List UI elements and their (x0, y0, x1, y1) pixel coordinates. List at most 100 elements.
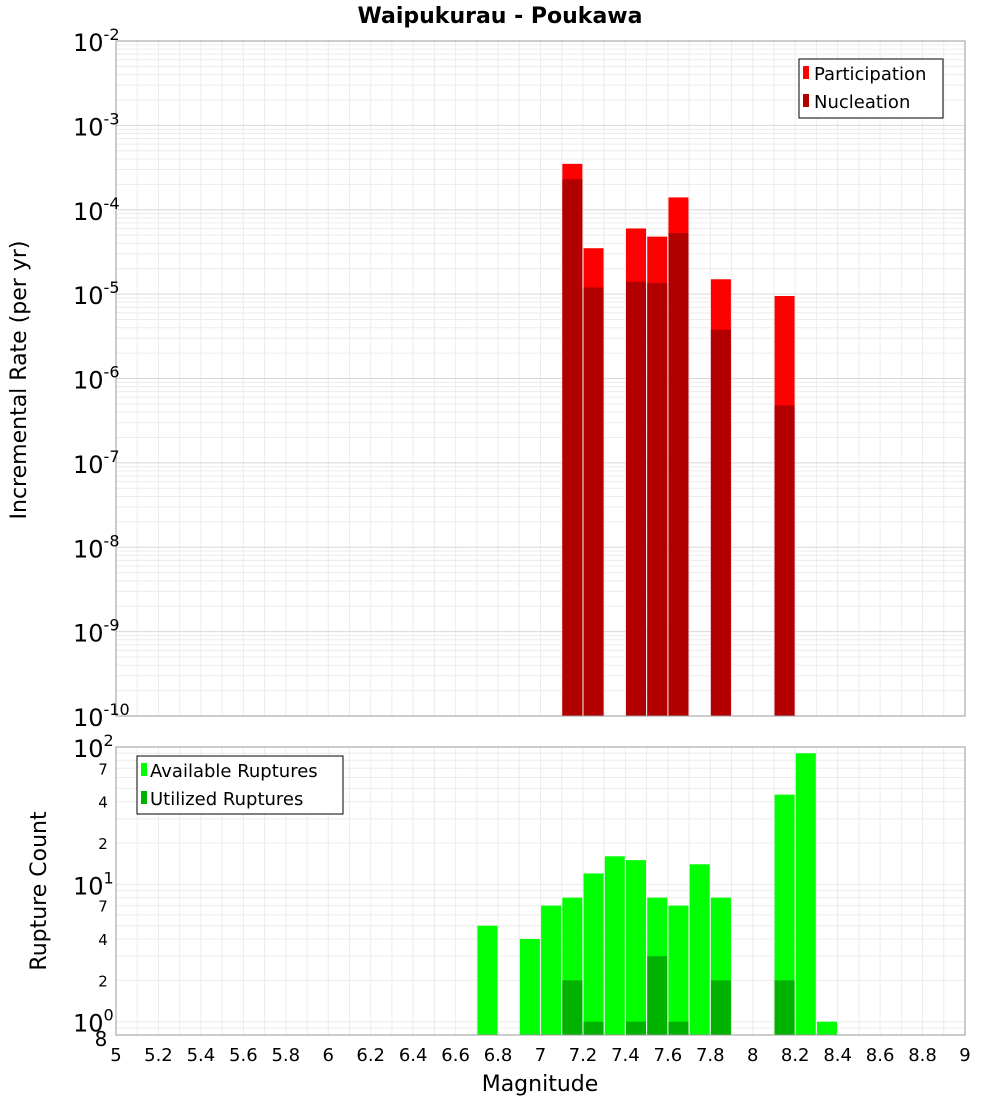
utilized-ruptures-bar (668, 1021, 689, 1035)
x-tick-label: 6.2 (356, 1045, 385, 1066)
y-tick-label: 10-4 (73, 194, 120, 226)
x-tick-label: 8.8 (908, 1045, 937, 1066)
y-minor-tick-label: 8 (95, 1027, 108, 1051)
available-ruptures-bar (541, 905, 562, 1035)
y-tick-base: 10 (73, 1010, 104, 1038)
available-ruptures-bar (583, 873, 604, 1035)
y-tick-label: 10-6 (73, 363, 120, 395)
x-tick-label: 5.4 (187, 1045, 216, 1066)
y-tick-label: 10-3 (73, 109, 120, 141)
y-tick-base: 10 (73, 735, 104, 763)
chart-title: Waipukurau - Poukawa (358, 4, 643, 29)
x-tick-label: 7.4 (611, 1045, 640, 1066)
y-minor-tick-label: 4 (98, 794, 108, 812)
x-tick-label: 5 (110, 1045, 121, 1066)
bottom-y-axis-label: Rupture Count (27, 811, 52, 971)
y-tick-exponent: -6 (104, 363, 120, 382)
utilized-ruptures-bar (562, 980, 583, 1035)
y-tick-label: 10-2 (73, 25, 120, 57)
nucleation-bar (668, 233, 689, 716)
x-tick-label: 8.2 (781, 1045, 810, 1066)
y-tick-base: 10 (73, 451, 104, 479)
participation-legend-swatch (803, 66, 809, 79)
y-tick-label: 100 (73, 1006, 114, 1038)
y-tick-base: 10 (73, 620, 104, 648)
y-minor-tick-label: 2 (98, 972, 108, 990)
available-legend-swatch (141, 763, 147, 776)
top-grid (115, 41, 966, 717)
x-tick-label: 8.4 (823, 1045, 852, 1066)
y-tick-exponent: -4 (104, 194, 120, 213)
y-tick-exponent: 1 (104, 868, 114, 887)
top-legend-box (798, 58, 944, 119)
nucleation-bar (710, 329, 731, 716)
nucleation-bars (562, 179, 795, 716)
y-tick-label: 10-9 (73, 616, 120, 648)
participation-legend-label: Participation (814, 64, 926, 85)
available-ruptures-bar (795, 753, 816, 1035)
available-ruptures-bar (689, 864, 710, 1035)
available-ruptures-bar (668, 905, 689, 1035)
y-tick-base: 10 (73, 29, 104, 57)
y-tick-exponent: -2 (104, 25, 120, 44)
y-tick-exponent: -9 (104, 616, 120, 635)
y-tick-exponent: -5 (104, 278, 120, 297)
nucleation-bar (583, 287, 604, 716)
y-tick-exponent: -8 (104, 531, 120, 550)
y-tick-label: 10-7 (73, 447, 120, 479)
y-tick-base: 10 (73, 704, 104, 732)
y-tick-exponent: 2 (104, 731, 114, 750)
x-tick-label: 6.4 (399, 1045, 428, 1066)
nucleation-bar (626, 281, 647, 716)
top-plot-border (115, 40, 966, 717)
y-tick-exponent: -3 (104, 109, 120, 128)
x-tick-label: 7.8 (696, 1045, 725, 1066)
available-ruptures-bar (519, 939, 540, 1035)
y-minor-tick-label: 7 (98, 760, 108, 778)
available-ruptures-bar (626, 860, 647, 1035)
nucleation-bar (562, 179, 583, 716)
utilized-ruptures-bar (774, 980, 795, 1035)
x-tick-label: 5.6 (229, 1045, 258, 1066)
bottom-legend-box (136, 755, 344, 815)
x-tick-label: 6 (323, 1045, 334, 1066)
available-ruptures-bar (774, 794, 795, 1035)
utilized-ruptures-bar (626, 1021, 647, 1035)
x-axis-label: Magnitude (482, 1072, 599, 1097)
nucleation-legend-swatch (803, 94, 809, 107)
y-tick-exponent: -10 (104, 700, 130, 719)
y-tick-base: 10 (73, 367, 104, 395)
y-tick-label: 10-8 (73, 531, 120, 563)
nucleation-bar (647, 283, 668, 716)
y-tick-base: 10 (73, 872, 104, 900)
available-legend-label: Available Ruptures (150, 761, 318, 782)
x-tick-label: 7.2 (569, 1045, 598, 1066)
y-minor-tick-label: 2 (98, 835, 108, 853)
y-tick-base: 10 (73, 198, 104, 226)
x-tick-label: 7 (535, 1045, 546, 1066)
available-ruptures-bar (604, 856, 625, 1035)
x-tick-label: 8 (747, 1045, 758, 1066)
nucleation-bar (774, 405, 795, 716)
x-tick-label: 6.8 (484, 1045, 513, 1066)
x-ticks: 5 5.2 5.4 5.6 5.8 6 6.2 6.4 6.6 6.8 7 7.2 7.4 7.6 7.8 8… (110, 1045, 970, 1066)
x-tick-label: 9 (959, 1045, 970, 1066)
top-panel: 10-210-310-410-510-610-710-810-910-10 In… (7, 25, 966, 732)
utilized-legend-label: Utilized Ruptures (150, 789, 303, 810)
y-tick-base: 10 (73, 113, 104, 141)
top-legend: Participation Nucleation (798, 58, 944, 119)
x-tick-label: 6.6 (441, 1045, 470, 1066)
y-tick-label: 10-5 (73, 278, 120, 310)
available-ruptures-bar (817, 1021, 838, 1035)
utilized-ruptures-bars (562, 956, 795, 1035)
y-tick-label: 102 (73, 731, 114, 763)
y-tick-exponent: 0 (104, 1006, 114, 1025)
top-y-ticks: 10-210-310-410-510-610-710-810-910-10 (73, 25, 130, 732)
utilized-legend-swatch (141, 791, 147, 804)
nucleation-legend-label: Nucleation (814, 92, 910, 113)
y-minor-tick-label: 7 (98, 898, 108, 916)
top-y-axis-label: Incremental Rate (per yr) (7, 241, 32, 520)
utilized-ruptures-bar (710, 980, 731, 1035)
